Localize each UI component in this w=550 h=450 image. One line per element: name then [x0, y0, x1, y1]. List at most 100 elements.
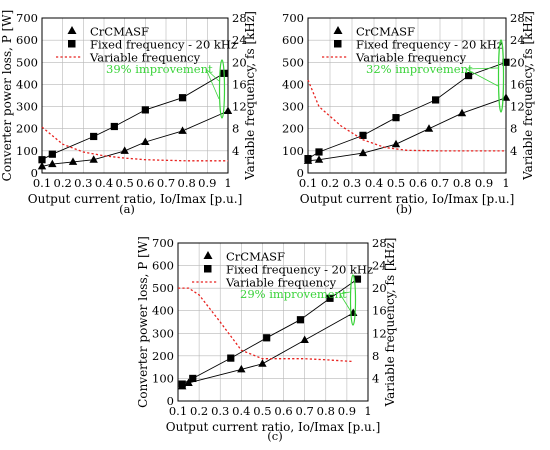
y2-tick-label: 20 [232, 55, 247, 69]
y2-tick-label: 8 [372, 349, 379, 363]
chart-panel-b: 0 100 200 300 400 500 600 700 4 8 12 16 20 24 28 0.1 0.2… [282, 11, 535, 216]
x-tick-label: 0.5 [253, 404, 271, 418]
y2-tick-label: 16 [372, 304, 387, 318]
improvement-ellipse [218, 59, 226, 119]
x-tick-label: 0.8 [178, 176, 196, 190]
y2-tick-label: 28 [510, 11, 525, 25]
y-tick-label: 500 [152, 281, 174, 295]
series-line-fixed-frequency [41, 73, 225, 161]
point-crcmasf [37, 161, 47, 170]
legend-label: Variable frequency [225, 276, 337, 290]
x-tick-label: 0.8 [317, 404, 335, 418]
x-tick-label: 0.8 [453, 176, 471, 190]
legend-label: Variable frequency [355, 51, 467, 65]
x-tick-label: 0.3 [343, 176, 361, 190]
point-crcmasf [258, 359, 267, 367]
legend-label: Fixed frequency - 20 kHz [356, 38, 503, 52]
y-tick-label: 100 [282, 144, 304, 158]
improvement-annotation: 39% improvement [106, 62, 213, 76]
x-tick-label: 0.6 [409, 176, 427, 190]
chart-panel-a: 0 100 200 300 400 500 600 700 4 8 12 16 20 24 28 0.1 0.2… [0, 10, 257, 216]
y-tick-label: 600 [16, 33, 38, 47]
x-tick-label: 1 [502, 176, 509, 190]
x-tick-label: 0.4 [95, 176, 113, 190]
x-axis-label: Output current ratio, Io/Imax [p.u.] [166, 420, 381, 434]
improvement-annotation: 29% improvement [240, 287, 347, 301]
point-fixed-frequency [432, 96, 440, 104]
legend-label: CrCMASF [90, 25, 149, 39]
x-tick-label: 0.7 [296, 404, 314, 418]
point-crcmasf [223, 106, 233, 114]
point-crcmasf [300, 335, 309, 344]
annotation-leader [205, 68, 220, 82]
x-tick-label: 0.7 [157, 176, 175, 190]
improvement-ellipse [349, 274, 357, 326]
point-fixed-frequency [227, 354, 235, 362]
y-tick-label: 0 [167, 394, 174, 408]
point-crcmasf [141, 137, 150, 145]
x-tick-label: 0.3 [74, 176, 92, 190]
series-line-variable-frequency [178, 287, 354, 363]
y2-tick-label: 12 [232, 100, 247, 114]
y2-axis-label: Variable frequency, fs [kHz] [521, 11, 535, 181]
x-tick-label: 0.9 [198, 176, 216, 190]
y-axis-label: Converter power loss, P [W] [136, 236, 150, 408]
point-crcmasf [501, 93, 511, 101]
y2-tick-label: 12 [372, 326, 387, 340]
annotation-leader [205, 68, 220, 100]
improvement-ellipse [497, 39, 505, 113]
point-crcmasf [68, 157, 78, 165]
y-tick-label: 700 [16, 11, 38, 25]
legend-label: Fixed frequency - 20 kHz [226, 263, 373, 277]
point-crcmasf [424, 124, 434, 132]
legend-marker-square [204, 265, 212, 273]
point-fixed-frequency [502, 58, 510, 66]
y-tick-label: 400 [152, 304, 174, 318]
y-tick-label: 500 [282, 55, 304, 69]
chart-panel-c: 0 100 200 300 400 500 600 700 4 8 12 16 20 24 28 0.1 0.2… [136, 236, 397, 443]
point-fixed-frequency [141, 106, 149, 114]
x-axis-label: Output current ratio, Io/Imax [p.u.] [28, 192, 243, 206]
legend-label: Variable frequency [89, 51, 201, 65]
y-tick-label: 200 [16, 122, 38, 136]
point-fixed-frequency [304, 155, 312, 163]
y-tick-label: 200 [152, 349, 174, 363]
y-tick-label: 300 [16, 100, 38, 114]
x-tick-label: 0.5 [387, 176, 405, 190]
legend-marker-square [68, 40, 76, 48]
point-fixed-frequency [465, 71, 473, 80]
point-fixed-frequency [48, 150, 56, 158]
legend-marker-triangle [333, 26, 343, 34]
point-crcmasf [457, 108, 467, 117]
y-tick-label: 0 [31, 166, 38, 180]
series-line-crcmasf [41, 110, 229, 167]
x-tick-label: 0.1 [299, 176, 317, 190]
plot-frame [41, 17, 229, 174]
improvement-annotation: 32% improvement [366, 62, 473, 76]
x-tick-label: 0.5 [116, 176, 134, 190]
y2-tick-label: 24 [232, 33, 247, 47]
y-tick-label: 0 [297, 166, 304, 180]
x-tick-label: 0.2 [54, 176, 72, 190]
y-tick-label: 300 [282, 100, 304, 114]
point-crcmasf [391, 139, 401, 148]
panel-label: (a) [119, 202, 135, 216]
y2-axis-label: Variable frequency, fs [kHz] [383, 238, 397, 408]
point-fixed-frequency [353, 275, 362, 283]
y2-tick-label: 28 [372, 236, 387, 250]
point-crcmasf [184, 378, 193, 386]
x-tick-label: 0.3 [211, 404, 229, 418]
legend-marker-triangle [67, 26, 77, 34]
point-fixed-frequency [178, 380, 186, 388]
x-axis-label: Output current ratio, Io/Imax [p.u.] [300, 192, 515, 206]
point-fixed-frequency [189, 374, 197, 383]
point-crcmasf [358, 148, 368, 157]
annotation-leader [465, 68, 499, 87]
legend-label: Fixed frequency - 20 kHz [90, 38, 237, 52]
point-crcmasf [314, 155, 324, 163]
y2-tick-label: 16 [510, 77, 525, 91]
y2-tick-label: 12 [510, 100, 525, 114]
y2-tick-label: 4 [232, 144, 239, 158]
y2-axis-label: Variable frequency, fs [kHz] [243, 11, 257, 181]
plot-frame [177, 242, 369, 402]
